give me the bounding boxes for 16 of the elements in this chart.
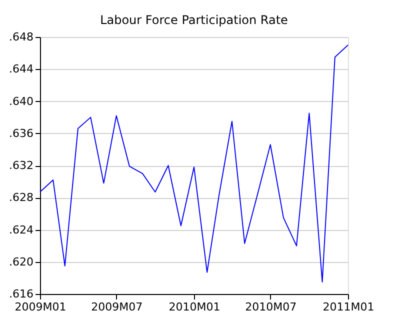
x-tick-label: 2009M07 bbox=[91, 300, 143, 314]
y-tick-label: .616 bbox=[9, 288, 34, 300]
y-tick-label: .632 bbox=[9, 159, 34, 172]
x-tick-label: 2010M07 bbox=[245, 300, 297, 314]
y-tick-label: .640 bbox=[9, 94, 34, 108]
y-tick-label: .648 bbox=[9, 30, 34, 44]
y-tick-label: .644 bbox=[9, 62, 34, 76]
y-tick-label: .624 bbox=[9, 223, 34, 236]
chart-title: Labour Force Participation Rate bbox=[100, 13, 288, 27]
x-tick-label: 2009M01 bbox=[14, 300, 66, 314]
x-tick-label: 2010M01 bbox=[168, 300, 220, 314]
x-tick-label: 2011M01 bbox=[322, 300, 374, 314]
y-tick-label: .636 bbox=[9, 126, 34, 140]
y-tick-label: .620 bbox=[9, 255, 34, 268]
y-tick-label: .628 bbox=[9, 191, 34, 204]
line-series bbox=[40, 44, 348, 282]
